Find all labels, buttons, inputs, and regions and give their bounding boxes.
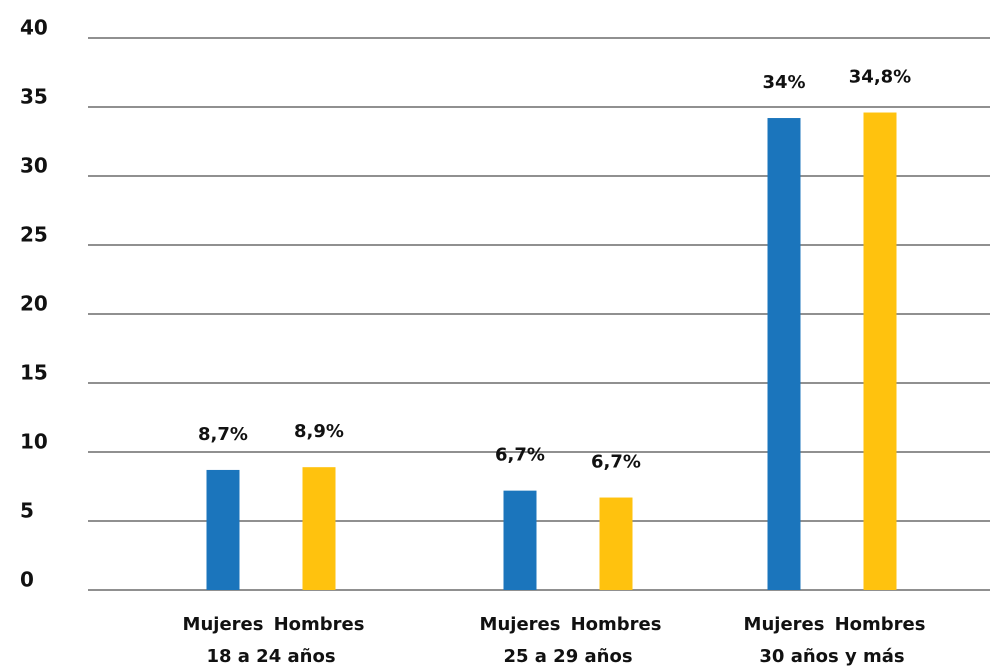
bar-hombres [863,112,897,591]
y-tick-label: 0 [20,568,34,592]
bar-mujeres [206,469,240,590]
data-label: 8,7% [198,424,248,445]
data-label: 8,9% [294,421,344,442]
category-label: 30 años y más [759,646,904,667]
series-label: Hombres [274,614,365,635]
bar-hombres [302,467,336,590]
y-tick-label: 25 [20,223,48,247]
bars [206,112,897,591]
bar-mujeres [767,118,801,590]
y-tick-label: 40 [20,16,48,40]
category-label: 25 a 29 años [503,646,632,667]
data-label: 6,7% [495,445,545,466]
y-tick-label: 5 [20,499,34,523]
series-label: Mujeres [744,614,825,635]
series-label: Hombres [835,614,926,635]
series-label: Mujeres [480,614,561,635]
y-axis: 0 5 10 15 20 25 30 35 40 [20,16,48,592]
y-tick-label: 10 [20,430,48,454]
x-axis-labels: Mujeres Hombres 18 a 24 años Mujeres Hombres… [183,614,926,667]
y-tick-label: 20 [20,292,48,316]
series-label: Mujeres [183,614,264,635]
data-label: 34,8% [849,67,911,88]
data-label: 6,7% [591,452,641,473]
y-tick-label: 35 [20,85,48,109]
data-label: 34% [762,72,805,93]
series-label: Hombres [571,614,662,635]
bar-hombres [599,497,633,590]
value-labels: 8,7% 8,9% 6,7% 6,7% 34% 34,8% [198,67,911,473]
y-tick-label: 15 [20,361,48,385]
y-tick-label: 30 [20,154,48,178]
category-label: 18 a 24 años [206,646,335,667]
bar-mujeres [503,490,537,590]
